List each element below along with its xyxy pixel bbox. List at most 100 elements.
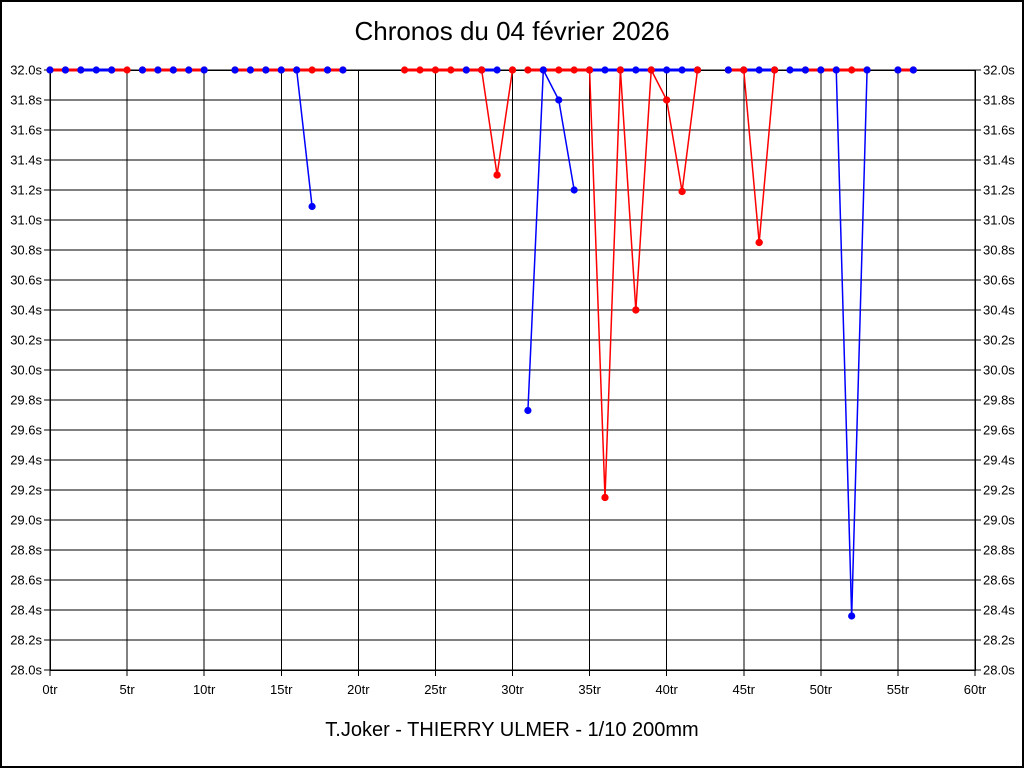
series-blue-segment <box>850 69 868 617</box>
series-blue-point <box>339 66 347 74</box>
series-red-segment <box>650 69 668 101</box>
series-blue-point <box>863 66 871 74</box>
x-tick-label: 55tr <box>887 682 910 697</box>
series-red-point <box>308 66 316 74</box>
y-tick-label-right: 30.0s <box>983 363 1015 378</box>
series-blue-point <box>909 66 917 74</box>
chart-title: Chronos du 04 février 2026 <box>354 16 670 46</box>
series-red-point <box>632 306 640 314</box>
x-tick-label: 45tr <box>733 682 756 697</box>
series-red-point <box>447 66 455 74</box>
series-blue-point <box>786 66 794 74</box>
series-red-segment <box>665 99 683 193</box>
series-red-segment <box>681 69 699 193</box>
y-tick-label-left: 29.4s <box>10 453 42 468</box>
y-tick-label-right: 31.2s <box>983 183 1015 198</box>
series-red-point <box>493 171 501 179</box>
series-blue-point <box>524 406 532 415</box>
series-blue-point <box>108 66 116 74</box>
series-blue-point <box>724 66 732 74</box>
x-tick-label: 50tr <box>810 682 833 697</box>
series-red-point <box>123 66 131 74</box>
series-red-segment <box>588 69 606 499</box>
series-blue-point <box>539 66 547 74</box>
y-tick-label-left: 28.8s <box>10 543 42 558</box>
series-blue-point <box>185 66 193 74</box>
series-red-point <box>693 66 702 74</box>
series-blue-point <box>462 66 470 74</box>
series-blue-point <box>92 66 100 74</box>
y-tick-label-right: 29.0s <box>983 513 1015 528</box>
series-blue-point <box>894 66 902 74</box>
series-red-point <box>663 96 671 104</box>
y-tick-label-right: 31.8s <box>983 93 1015 108</box>
y-tick-label-right: 31.0s <box>983 213 1015 228</box>
y-tick-label-left: 30.4s <box>10 303 42 318</box>
y-tick-label-left: 31.4s <box>10 153 42 168</box>
series-blue-point <box>601 66 609 74</box>
x-tick-label: 10tr <box>193 682 216 697</box>
series-blue-point <box>200 66 208 74</box>
y-tick-label-left: 30.8s <box>10 243 42 258</box>
series-blue-point <box>817 66 825 74</box>
series-blue-point <box>663 66 671 74</box>
series-blue-point <box>246 66 255 74</box>
series-blue-point <box>277 66 285 74</box>
series-blue-point <box>323 66 332 74</box>
series-red-segment <box>480 69 498 176</box>
x-tick-label: 35tr <box>578 682 601 697</box>
series-red-point <box>755 238 763 247</box>
series-blue-point <box>308 202 316 211</box>
series-blue-point <box>848 612 856 620</box>
series-blue-point <box>46 66 54 74</box>
series-red-segment <box>619 69 637 311</box>
y-tick-label-left: 28.2s <box>10 633 42 648</box>
y-tick-label-right: 30.4s <box>983 303 1015 318</box>
y-tick-label-left: 28.4s <box>10 603 42 618</box>
y-tick-label-right: 30.2s <box>983 333 1015 348</box>
y-tick-label-right: 28.8s <box>983 543 1015 558</box>
y-tick-label-left: 29.8s <box>10 393 42 408</box>
series-red-point <box>416 66 424 74</box>
series-red-point <box>431 66 440 74</box>
series-red-point <box>508 66 517 74</box>
series-red-point <box>570 66 578 74</box>
x-tick-label: 20tr <box>347 682 370 697</box>
series-blue-point <box>77 66 85 74</box>
x-tick-label: 5tr <box>119 682 135 697</box>
y-tick-label-left: 29.0s <box>10 513 42 528</box>
x-tick-label: 30tr <box>501 682 524 697</box>
series-red-point <box>770 66 779 74</box>
y-tick-label-left: 31.8s <box>10 93 42 108</box>
x-tick-label: 25tr <box>424 682 447 697</box>
x-tick-label: 40tr <box>655 682 678 697</box>
series-red-point <box>647 66 655 74</box>
y-tick-label-right: 30.8s <box>983 243 1015 258</box>
series-red-point <box>478 66 486 74</box>
series-blue-point <box>801 66 810 74</box>
series-blue-point <box>154 66 162 74</box>
series-red-point <box>601 493 609 502</box>
series-red-point <box>678 187 686 196</box>
series-red-point <box>848 66 856 74</box>
y-tick-label-right: 29.2s <box>983 483 1015 498</box>
series-red-point <box>524 66 532 74</box>
series-red-point <box>585 66 594 74</box>
y-tick-label-right: 29.4s <box>983 453 1015 468</box>
series-blue-point <box>632 66 640 74</box>
series-red-segment <box>496 69 514 176</box>
series-blue-point <box>678 66 686 74</box>
chart-caption: T.Joker - THIERRY ULMER - 1/10 200mm <box>325 719 699 741</box>
y-tick-label-left: 30.2s <box>10 333 42 348</box>
series-red-segment <box>635 69 652 311</box>
series-blue-point <box>231 66 239 74</box>
series-blue-segment <box>295 69 313 208</box>
y-tick-label-left: 30.0s <box>10 363 42 378</box>
y-tick-label-left: 31.6s <box>10 123 42 138</box>
series-blue-point <box>293 66 301 74</box>
y-tick-label-right: 29.6s <box>983 423 1015 438</box>
series-blue-segment <box>542 69 560 101</box>
series-red-point <box>740 66 748 74</box>
y-tick-label-left: 29.2s <box>10 483 42 498</box>
